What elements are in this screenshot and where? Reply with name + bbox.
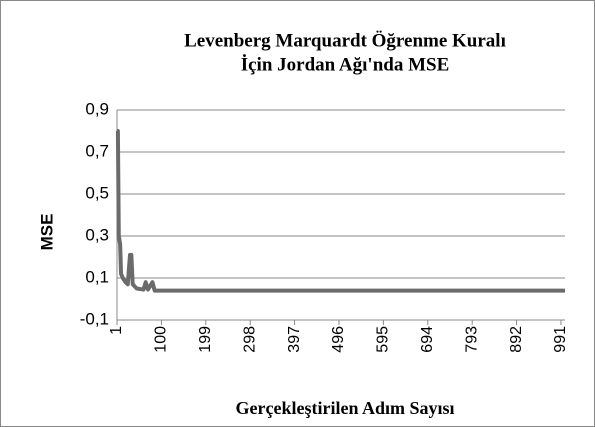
x-tick-label: 199 xyxy=(197,326,214,353)
chart-title: Levenberg Marquardt Öğrenme Kuralı xyxy=(184,30,506,51)
x-tick-label: 991 xyxy=(552,326,569,353)
y-tick-label: 0,3 xyxy=(85,225,109,244)
x-tick-label: 496 xyxy=(330,326,347,353)
x-tick-label: 892 xyxy=(508,326,525,353)
x-tick-label: 694 xyxy=(419,326,436,353)
y-tick-label: 0,7 xyxy=(85,141,109,160)
x-tick-label: 397 xyxy=(286,326,303,353)
x-tick-label: 595 xyxy=(375,326,392,353)
x-tick-label: 793 xyxy=(463,326,480,353)
data-line xyxy=(115,129,565,293)
y-axis-title: MSE xyxy=(37,214,56,251)
x-axis-title: Gerçekleştirilen Adım Sayısı xyxy=(236,398,455,418)
x-tick-label: 100 xyxy=(153,326,170,353)
y-tick-label: 0,9 xyxy=(85,99,109,118)
y-tick-label: 0,5 xyxy=(85,183,109,202)
y-tick-label: 0,1 xyxy=(85,267,109,286)
x-tick-label: 298 xyxy=(241,326,258,353)
x-tick-label: 1 xyxy=(108,326,125,335)
chart-title: İçin Jordan Ağı'nda MSE xyxy=(241,54,450,75)
y-tick-label: -0,1 xyxy=(80,309,109,328)
